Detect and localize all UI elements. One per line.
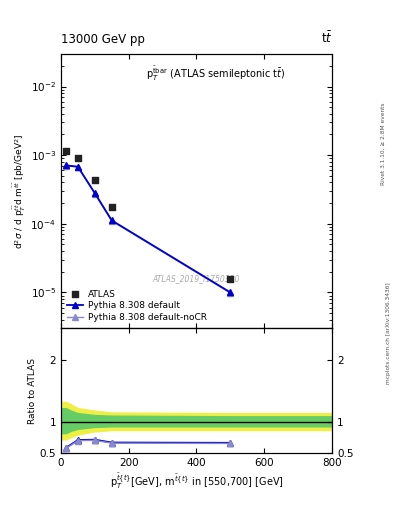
Y-axis label: Ratio to ATLAS: Ratio to ATLAS xyxy=(28,358,37,424)
Text: ATLAS_2019_I1750330: ATLAS_2019_I1750330 xyxy=(153,274,240,284)
X-axis label: p$_T^{\bar{t}\{t\}}$[GeV], m$^{\bar{t}\{t\}}$ in [550,700] [GeV]: p$_T^{\bar{t}\{t\}}$[GeV], m$^{\bar{t}\{… xyxy=(110,472,283,492)
Pythia 8.308 default xyxy=(92,190,97,196)
Text: mcplots.cern.ch [arXiv:1306.3436]: mcplots.cern.ch [arXiv:1306.3436] xyxy=(386,282,391,383)
ATLAS xyxy=(92,176,98,184)
Pythia 8.308 default-noCR xyxy=(92,190,97,197)
Pythia 8.308 default-noCR xyxy=(75,164,80,170)
Pythia 8.308 default-noCR xyxy=(64,163,68,169)
Text: p$_T^{\bar{\mathrm{t}}\mathrm{bar}}$ (ATLAS semileptonic t$\bar{t}$): p$_T^{\bar{\mathrm{t}}\mathrm{bar}}$ (AT… xyxy=(146,65,285,83)
Text: Rivet 3.1.10, ≥ 2.8M events: Rivet 3.1.10, ≥ 2.8M events xyxy=(381,102,386,185)
Pythia 8.308 default-noCR xyxy=(228,290,233,296)
Line: Pythia 8.308 default-noCR: Pythia 8.308 default-noCR xyxy=(63,163,233,296)
ATLAS xyxy=(75,154,81,162)
Line: Pythia 8.308 default: Pythia 8.308 default xyxy=(62,162,234,296)
Legend: ATLAS, Pythia 8.308 default, Pythia 8.308 default-noCR: ATLAS, Pythia 8.308 default, Pythia 8.30… xyxy=(65,288,209,324)
ATLAS xyxy=(63,147,69,155)
Text: t$\bar{t}$: t$\bar{t}$ xyxy=(321,31,332,46)
ATLAS xyxy=(108,203,115,211)
Pythia 8.308 default xyxy=(64,162,68,168)
Pythia 8.308 default xyxy=(109,217,114,223)
Pythia 8.308 default-noCR xyxy=(109,218,114,224)
Text: 13000 GeV pp: 13000 GeV pp xyxy=(61,33,145,46)
ATLAS xyxy=(227,275,233,284)
Pythia 8.308 default xyxy=(228,289,233,295)
Y-axis label: d$^2\sigma$ / d p$_T^{\bar{t}\bar{t}}$d m$^{\bar{t}\bar{t}}$ [pb/GeV$^2$]: d$^2\sigma$ / d p$_T^{\bar{t}\bar{t}}$d … xyxy=(11,134,28,249)
Pythia 8.308 default xyxy=(75,163,80,169)
